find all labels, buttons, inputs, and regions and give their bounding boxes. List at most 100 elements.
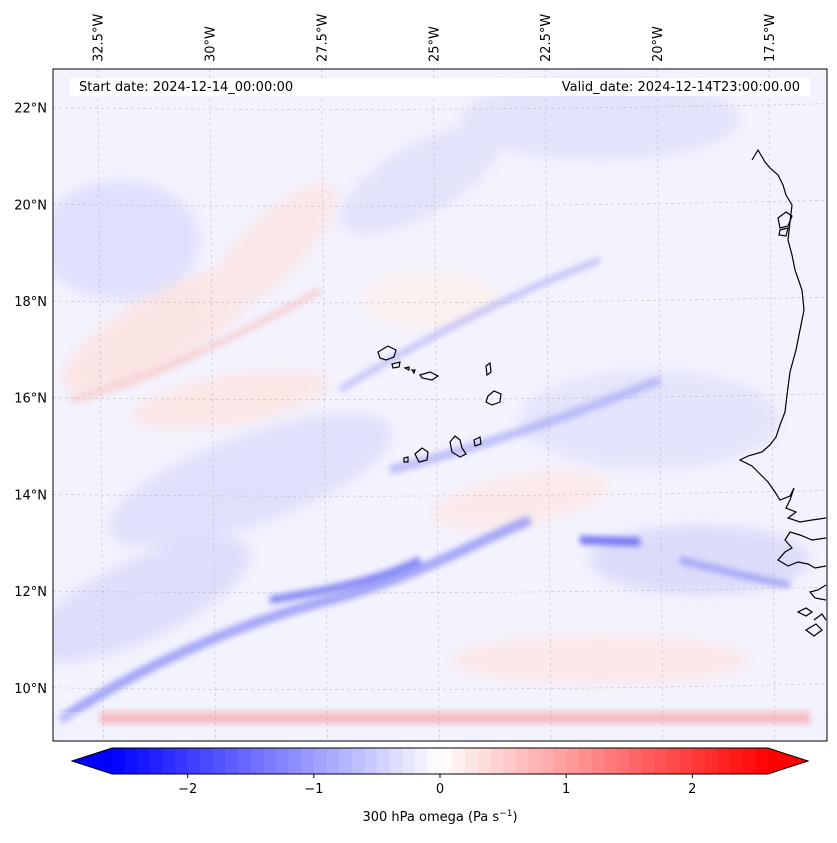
colorbar-segment bbox=[200, 748, 214, 774]
colorbar-segment bbox=[402, 748, 416, 774]
colorbar-segment bbox=[364, 748, 378, 774]
colorbar-segment bbox=[692, 748, 706, 774]
colorbar-segment bbox=[263, 748, 277, 774]
colorbar-segment bbox=[376, 748, 391, 774]
colorbar-segment bbox=[187, 748, 201, 774]
colorbar-extend-right bbox=[768, 748, 808, 774]
colorbar-segment bbox=[465, 748, 479, 774]
colorbar-segment bbox=[313, 748, 328, 774]
latitude-tick-label: 18°N bbox=[14, 295, 47, 310]
colorbar-segment bbox=[591, 748, 605, 774]
colorbar: −2 −1 0 1 2 300 hPa omega (Pa s−1) bbox=[70, 747, 810, 825]
colorbar-tick-label: 0 bbox=[436, 782, 444, 797]
parallel-line bbox=[53, 200, 827, 207]
colorbar-segment bbox=[566, 748, 580, 774]
parallel-line bbox=[53, 103, 827, 110]
latitude-tick-label: 16°N bbox=[14, 392, 47, 407]
sal-island bbox=[485, 361, 492, 377]
colorbar-segment bbox=[477, 748, 492, 774]
latitude-tick-label: 12°N bbox=[14, 585, 47, 600]
colorbar-segment bbox=[515, 748, 529, 774]
colorbar-segment bbox=[276, 748, 290, 774]
colorbar-segment bbox=[427, 748, 441, 774]
valid-date-label: Valid_date: 2024-12-14T23:00:00.00 bbox=[562, 80, 800, 95]
meridian-line bbox=[768, 69, 776, 741]
meridian-line bbox=[656, 69, 664, 741]
santo-antao-island bbox=[377, 345, 397, 361]
colorbar-segment bbox=[288, 748, 302, 774]
colorbar-segment bbox=[301, 748, 315, 774]
longitude-tick-label: 27.5°W bbox=[315, 14, 330, 62]
colorbar-segment bbox=[730, 748, 744, 774]
colorbar-segment bbox=[490, 748, 504, 774]
start-date-label: Start date: 2024-12-14_00:00:00 bbox=[79, 80, 293, 95]
colorbar-segment bbox=[641, 748, 656, 774]
colorbar-segment bbox=[250, 748, 264, 774]
meridian-line bbox=[209, 69, 216, 741]
colorbar-segment bbox=[679, 748, 693, 774]
parallel-line bbox=[53, 296, 827, 304]
colorbar-segment bbox=[225, 748, 239, 774]
colorbar-segment bbox=[553, 748, 567, 774]
parallel-line bbox=[53, 586, 827, 594]
map-frame bbox=[52, 68, 828, 742]
colorbar-tick-label: −1 bbox=[304, 782, 323, 797]
longitude-tick-label: 20°W bbox=[651, 26, 666, 62]
colorbar-segment bbox=[440, 748, 454, 774]
colorbar-segment bbox=[162, 748, 176, 774]
latitude-tick-label: 10°N bbox=[14, 682, 47, 697]
colorbar-extend-left bbox=[72, 748, 112, 774]
colorbar-segment bbox=[540, 748, 555, 774]
sao-nicolau-island bbox=[419, 371, 440, 381]
colorbar-segment bbox=[351, 748, 365, 774]
colorbar-segment bbox=[326, 748, 340, 774]
colorbar-segment bbox=[149, 748, 164, 774]
longitude-tick-label: 17.5°W bbox=[763, 14, 778, 62]
africa-coastline bbox=[738, 148, 827, 601]
colorbar-segment bbox=[339, 748, 353, 774]
parallel-line bbox=[53, 490, 827, 497]
colorbar-segment bbox=[414, 748, 428, 774]
colorbar-segment bbox=[578, 748, 592, 774]
latitude-tick-label: 14°N bbox=[14, 488, 47, 503]
latitude-labels: 22°N 20°N 18°N 16°N 14°N 12°N 10°N bbox=[14, 102, 47, 697]
longitude-tick-label: 32.5°W bbox=[92, 14, 107, 62]
colorbar-segment bbox=[755, 748, 769, 774]
parallel-line bbox=[53, 393, 827, 400]
colorbar-tick-label: 2 bbox=[688, 782, 696, 797]
colorbar-segment bbox=[742, 748, 756, 774]
colorbar-segment bbox=[654, 748, 668, 774]
date-header-box bbox=[70, 78, 810, 96]
meridian-line bbox=[97, 69, 105, 741]
omega-field bbox=[53, 69, 827, 741]
graticule bbox=[53, 69, 827, 741]
colorbar-segment bbox=[452, 748, 466, 774]
latitude-tick-label: 20°N bbox=[14, 198, 47, 213]
brava-island bbox=[403, 456, 409, 463]
longitude-labels: 32.5°W 30°W 27.5°W 25°W 22.5°W 20°W 17.5°W bbox=[92, 14, 778, 62]
colorbar-segment bbox=[175, 748, 189, 774]
colorbar-segment bbox=[704, 748, 719, 774]
colorbar-segment bbox=[629, 748, 643, 774]
longitude-tick-label: 22.5°W bbox=[539, 14, 554, 62]
sao-vicente-island bbox=[391, 361, 401, 369]
colorbar-segment bbox=[212, 748, 227, 774]
longitude-tick-label: 25°W bbox=[427, 26, 442, 62]
colorbar-segment bbox=[616, 748, 630, 774]
colorbar-segment bbox=[667, 748, 681, 774]
colorbar-segment bbox=[124, 748, 138, 774]
fogo-island bbox=[414, 447, 429, 463]
colorbar-tick-label: −2 bbox=[178, 782, 197, 797]
colorbar-segment bbox=[717, 748, 731, 774]
colorbar-segment bbox=[604, 748, 618, 774]
colorbar-segment bbox=[503, 748, 517, 774]
meridian-line bbox=[544, 69, 552, 741]
colorbar-segment bbox=[389, 748, 403, 774]
coastline bbox=[377, 148, 827, 637]
longitude-tick-label: 30°W bbox=[204, 26, 219, 62]
colorbar-segment bbox=[137, 748, 151, 774]
latitude-tick-label: 22°N bbox=[14, 102, 47, 117]
colorbar-segment bbox=[528, 748, 542, 774]
